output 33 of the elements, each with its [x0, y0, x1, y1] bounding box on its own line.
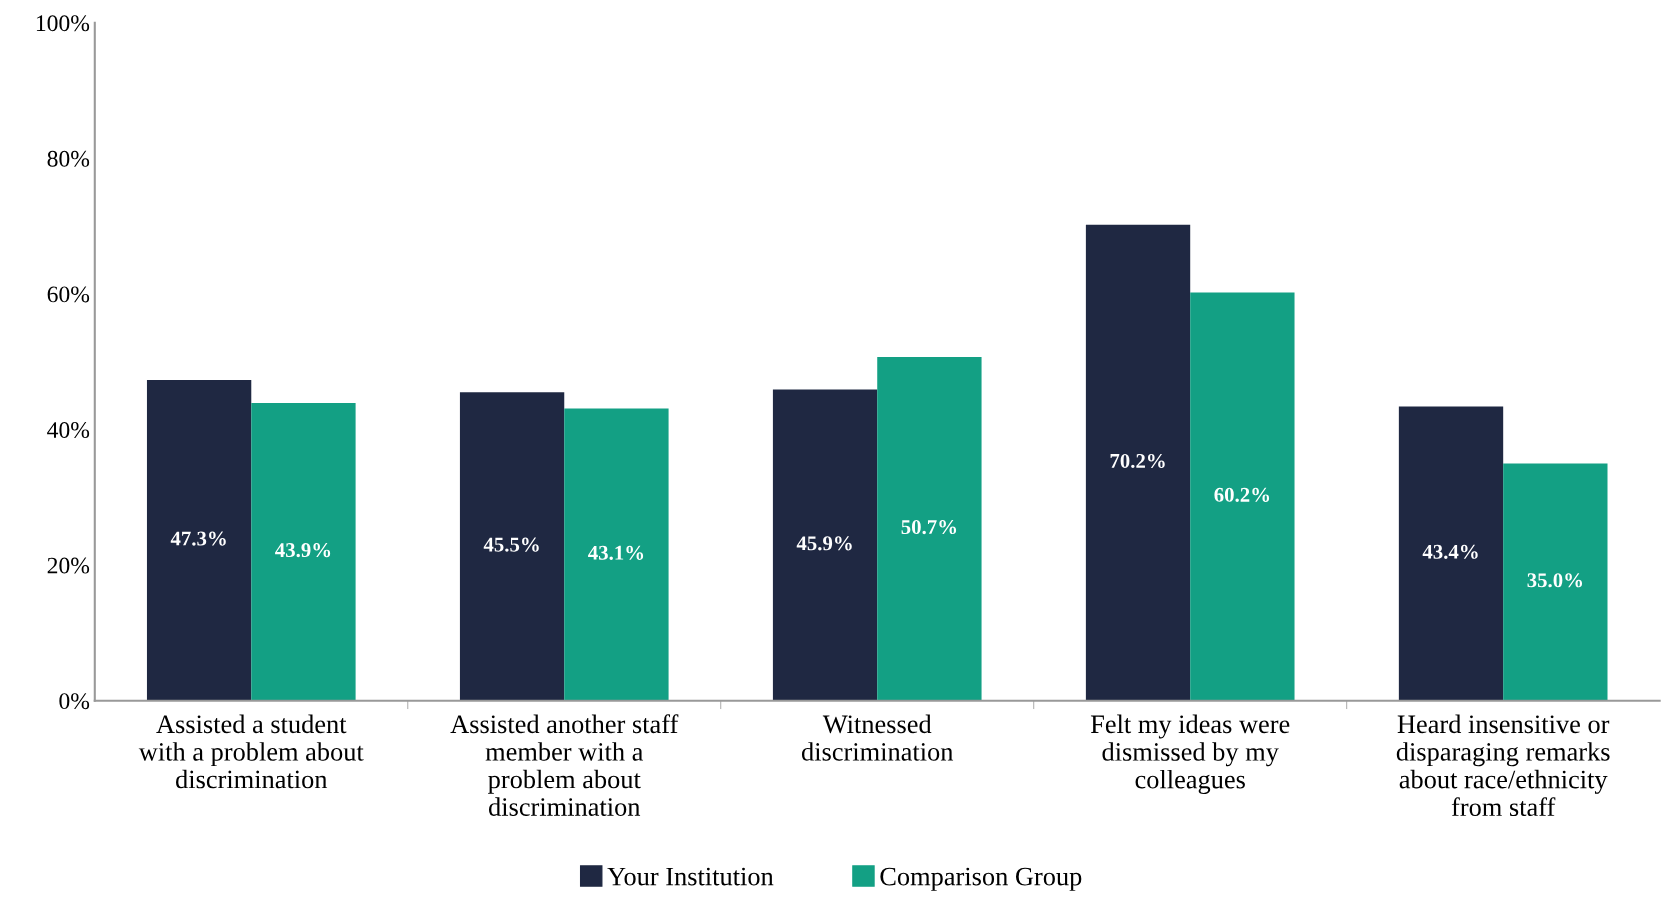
bar — [564, 408, 669, 701]
data-label: 70.2% — [1110, 453, 1165, 469]
bar — [1085, 224, 1191, 701]
y-tick-label: 80% — [47, 150, 90, 167]
bar — [146, 380, 252, 701]
data-label: 60.2% — [1214, 487, 1270, 502]
data-label: 47.3% — [170, 531, 226, 546]
data-label: 43.1% — [588, 545, 644, 560]
y-tick-label: 40% — [47, 422, 90, 439]
x-tick-label: Witnessed discrimination — [801, 714, 954, 761]
bar — [877, 356, 982, 701]
x-tick-label: Assisted a student with a problem about discrimination — [138, 714, 364, 789]
data-label: 50.7% — [901, 520, 957, 535]
bar — [251, 403, 356, 701]
bar — [1503, 463, 1608, 701]
bar — [1398, 406, 1504, 701]
y-tick-label: 20% — [47, 557, 90, 574]
data-label: 45.5% — [483, 537, 539, 552]
data-label: 43.4% — [1422, 544, 1478, 559]
data-label: 35.0% — [1527, 573, 1583, 588]
x-tick-label: Assisted another staff member with a problem about discrimination — [450, 714, 679, 816]
bar — [459, 392, 565, 701]
legend-label: Comparison Group — [880, 867, 1082, 891]
y-tick-label: 100% — [36, 15, 90, 32]
x-tick-label: Felt my ideas were dismissed by my colleagues — [1090, 714, 1290, 794]
x-tick-label: Heard insensitive or disparaging remarks about race/ethnicity from staff — [1396, 714, 1610, 817]
data-label: 43.9% — [275, 543, 331, 558]
legend-label: Your Institution — [607, 867, 774, 886]
data-label: 45.9% — [796, 536, 852, 551]
y-tick-label: 0% — [59, 693, 90, 710]
bar — [1190, 292, 1295, 701]
bar — [772, 389, 878, 701]
y-tick-label: 60% — [47, 286, 90, 303]
